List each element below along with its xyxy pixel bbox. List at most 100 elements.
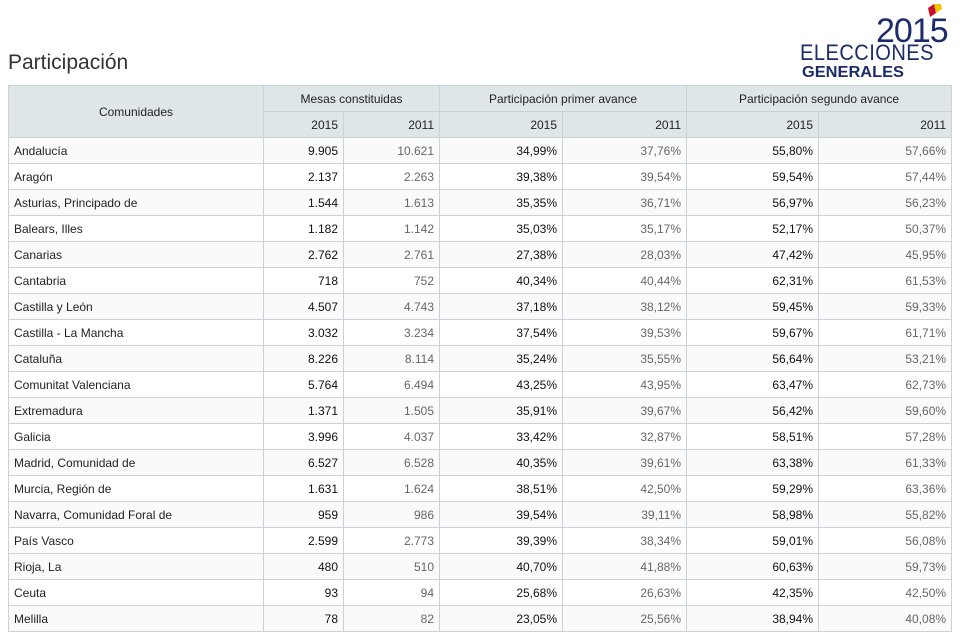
value-cell: 38,12% (562, 293, 688, 320)
logo-line2: GENERALES (802, 64, 904, 81)
value-cell: 6.528 (342, 449, 441, 476)
community-name-cell: Comunitat Valenciana (8, 371, 264, 398)
value-cell: 2.762 (263, 241, 344, 268)
value-cell: 39,54% (562, 163, 688, 190)
value-cell: 8.114 (342, 345, 441, 372)
table-row: Andalucía 9.905 10.621 34,99% 37,76% 55,80% 57… (8, 137, 953, 164)
value-cell: 3.234 (342, 319, 441, 346)
value-cell: 59,29% (686, 475, 820, 502)
value-cell: 6.527 (263, 449, 344, 476)
value-cell: 33,42% (439, 423, 564, 450)
table-row: Aragón 2.137 2.263 39,38% 39,54% 59,54% 57,44% (8, 163, 953, 190)
value-cell: 82 (342, 605, 441, 632)
table-row: Cataluña 8.226 8.114 35,24% 35,55% 56,64% 53,2… (8, 345, 953, 372)
value-cell: 35,03% (439, 215, 564, 242)
value-cell: 38,51% (439, 475, 564, 502)
value-cell: 1.505 (342, 397, 441, 424)
logo-flag-yellow-stripe (934, 4, 942, 13)
value-cell: 480 (263, 553, 344, 580)
value-cell: 2.761 (342, 241, 441, 268)
value-cell: 40,08% (818, 605, 953, 632)
value-cell: 35,24% (439, 345, 564, 372)
value-cell: 2.599 (263, 527, 344, 554)
value-cell: 37,18% (439, 293, 564, 320)
value-cell: 1.613 (342, 189, 441, 216)
value-cell: 4.037 (342, 423, 441, 450)
community-name-cell: Murcia, Región de (8, 475, 264, 502)
value-cell: 4.743 (342, 293, 441, 320)
value-cell: 26,63% (562, 579, 688, 606)
value-cell: 59,54% (686, 163, 820, 190)
community-name-cell: Andalucía (8, 137, 264, 164)
community-name-cell: País Vasco (8, 527, 264, 554)
value-cell: 1.182 (263, 215, 344, 242)
value-cell: 37,76% (562, 137, 688, 164)
table-header-group-row: Comunidades Mesas constituidas Participa… (8, 85, 953, 138)
value-cell: 6.494 (342, 371, 441, 398)
value-cell: 37,54% (439, 319, 564, 346)
value-cell: 62,31% (686, 267, 820, 294)
community-name-cell: Navarra, Comunidad Foral de (8, 501, 264, 528)
value-cell: 62,73% (818, 371, 953, 398)
logo-year: 2015 (876, 12, 948, 50)
value-cell: 40,44% (562, 267, 688, 294)
value-cell: 752 (342, 267, 441, 294)
header-participacion-segundo-avance[interactable]: Participación segundo avance (686, 85, 953, 112)
value-cell: 28,03% (562, 241, 688, 268)
value-cell: 63,38% (686, 449, 820, 476)
table-row: Castilla y León 4.507 4.743 37,18% 38,12% 59,… (8, 293, 953, 320)
header-year[interactable]: 2015 (263, 111, 344, 138)
community-name-cell: Asturias, Principado de (8, 189, 264, 216)
value-cell: 35,35% (439, 189, 564, 216)
value-cell: 63,36% (818, 475, 953, 502)
community-name-cell: Melilla (8, 605, 264, 632)
value-cell: 59,33% (818, 293, 953, 320)
community-name-cell: Cantabria (8, 267, 264, 294)
header-participacion-primer-avance[interactable]: Participación primer avance (439, 85, 688, 112)
table-row: Canarias 2.762 2.761 27,38% 28,03% 47,42% 45,9… (8, 241, 953, 268)
header-year[interactable]: 2011 (562, 111, 688, 138)
header-year[interactable]: 2011 (342, 111, 441, 138)
value-cell: 61,33% (818, 449, 953, 476)
table-row: Comunitat Valenciana 5.764 6.494 43,25% 43,9… (8, 371, 953, 398)
table-row: País Vasco 2.599 2.773 39,39% 38,34% 59,01% 56… (8, 527, 953, 554)
value-cell: 56,64% (686, 345, 820, 372)
header-year[interactable]: 2011 (818, 111, 953, 138)
header-year[interactable]: 2015 (439, 111, 564, 138)
value-cell: 39,38% (439, 163, 564, 190)
value-cell: 25,68% (439, 579, 564, 606)
value-cell: 59,01% (686, 527, 820, 554)
value-cell: 59,67% (686, 319, 820, 346)
value-cell: 718 (263, 267, 344, 294)
value-cell: 47,42% (686, 241, 820, 268)
value-cell: 3.996 (263, 423, 344, 450)
value-cell: 23,05% (439, 605, 564, 632)
value-cell: 59,45% (686, 293, 820, 320)
participation-table: Comunidades Mesas constituidas Participa… (8, 85, 953, 632)
table-row: Navarra, Comunidad Foral de 959 986 39,54% 3… (8, 501, 953, 528)
community-name-cell: Balears, Illes (8, 215, 264, 242)
value-cell: 39,61% (562, 449, 688, 476)
value-cell: 57,44% (818, 163, 953, 190)
header-year[interactable]: 2015 (686, 111, 820, 138)
value-cell: 94 (342, 579, 441, 606)
community-name-cell: Rioja, La (8, 553, 264, 580)
table-row: Cantabria 718 752 40,34% 40,44% 62,31% 61,53% (8, 267, 953, 294)
value-cell: 38,94% (686, 605, 820, 632)
value-cell: 959 (263, 501, 344, 528)
header-comunidades[interactable]: Comunidades (8, 85, 264, 138)
value-cell: 57,28% (818, 423, 953, 450)
table-header-years-row: 2015 2011 2015 2011 2015 2011 (9, 111, 953, 138)
value-cell: 55,82% (818, 501, 953, 528)
community-name-cell: Madrid, Comunidad de (8, 449, 264, 476)
value-cell: 39,39% (439, 527, 564, 554)
value-cell: 35,55% (562, 345, 688, 372)
header-mesas-constituidas[interactable]: Mesas constituidas (262, 85, 441, 112)
value-cell: 57,66% (818, 137, 953, 164)
value-cell: 1.631 (263, 475, 344, 502)
value-cell: 39,11% (562, 501, 688, 528)
logo-line1: ELECCIONES (800, 40, 934, 65)
value-cell: 42,50% (818, 579, 953, 606)
value-cell: 1.544 (263, 189, 344, 216)
value-cell: 42,50% (562, 475, 688, 502)
